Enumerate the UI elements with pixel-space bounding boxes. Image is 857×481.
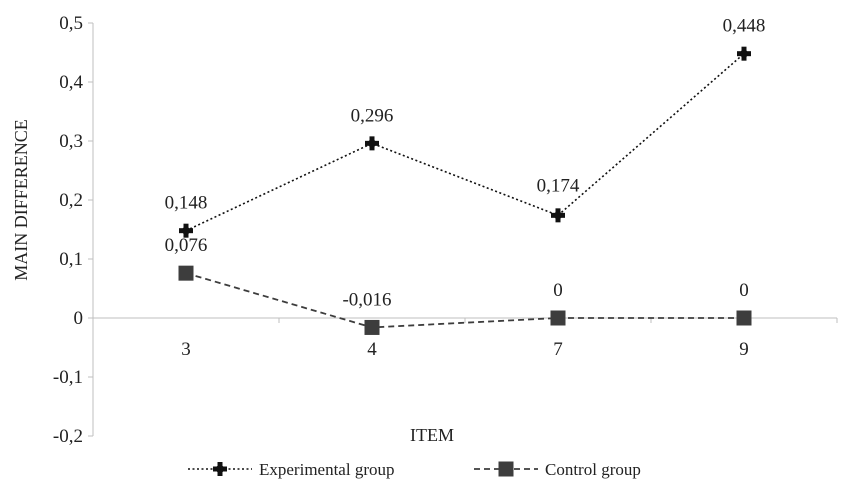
x-tick-label: 9: [739, 339, 749, 360]
axes: [92, 23, 837, 436]
marker-cross-center: [216, 465, 224, 473]
y-tick-label: 0,4: [59, 72, 83, 93]
x-tick-label: 3: [181, 339, 191, 360]
data-labels: 0,148 0,296 0,174 0,448 0,076 -0,016 0 0: [165, 16, 766, 311]
marker-cross-center: [740, 49, 748, 58]
series-layer: [178, 46, 752, 335]
x-tick-labels: 3 4 7 9: [92, 318, 838, 360]
y-tick-label: 0,2: [59, 190, 83, 211]
legend-marker-experimental: [213, 462, 227, 476]
y-tick-label: -0,1: [53, 367, 83, 388]
data-point-control: [736, 310, 752, 326]
series-line-experimental: [185, 53, 745, 232]
y-tick-labels: 0,5 0,4 0,3 0,2 0,1 0 -0,1 -0,2: [53, 13, 93, 447]
data-point-control: [178, 265, 194, 281]
legend-item-experimental: Experimental group: [188, 460, 395, 479]
data-label: 0,448: [723, 16, 766, 37]
data-point-control: [364, 319, 380, 335]
y-tick-label: -0,2: [53, 426, 83, 447]
data-label: 0,076: [165, 235, 208, 256]
data-point-experimental: [179, 223, 193, 238]
y-axis-title: MAIN DIFFERENCE: [11, 119, 31, 281]
data-label: -0,016: [342, 289, 391, 310]
legend-marker-control: [498, 461, 514, 477]
data-point-experimental: [551, 208, 565, 223]
legend: Experimental group Control group: [188, 460, 641, 479]
data-label: 0: [739, 280, 749, 301]
data-point-control: [550, 310, 566, 326]
data-label: 0,174: [537, 175, 580, 196]
x-tick-label: 7: [553, 339, 563, 360]
y-tick-label: 0,3: [59, 131, 83, 152]
marker-cross-center: [182, 226, 190, 235]
legend-label-control: Control group: [545, 460, 641, 479]
legend-item-control: Control group: [474, 460, 641, 479]
marker-cross-center: [554, 211, 562, 220]
legend-square-marker: [498, 461, 514, 477]
data-label: 0,296: [351, 105, 394, 126]
legend-cross-marker: [213, 462, 227, 476]
y-tick-label: 0,1: [59, 249, 83, 270]
x-axis-title: ITEM: [410, 425, 454, 445]
y-tick-label: 0: [74, 308, 84, 329]
legend-label-experimental: Experimental group: [259, 460, 395, 479]
x-tick-label: 4: [367, 339, 377, 360]
data-point-experimental: [365, 136, 379, 151]
data-label: 0,148: [165, 193, 208, 214]
series-line-control: [185, 272, 744, 329]
y-tick-label: 0,5: [59, 13, 83, 34]
marker-cross-center: [368, 139, 376, 148]
data-point-experimental: [737, 46, 751, 61]
data-label: 0: [553, 280, 563, 301]
